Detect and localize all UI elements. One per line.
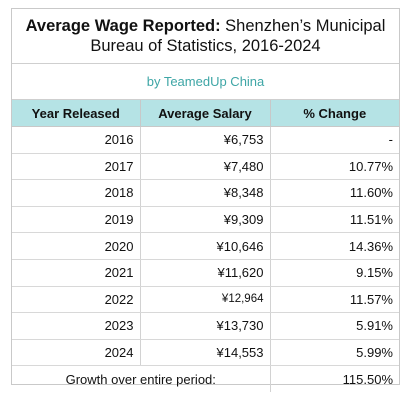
table-row: 2022 ¥12,964 11.57%	[12, 286, 399, 314]
column-header-year: Year Released	[12, 100, 141, 127]
cell-salary: ¥6,753	[140, 126, 271, 154]
cell-year: 2024	[12, 339, 141, 367]
growth-row: Growth over entire period: 115.50%	[12, 365, 399, 392]
table-title: Average Wage Reported: Shenzhen’s Munici…	[12, 9, 399, 64]
title-bold: Average Wage Reported:	[25, 17, 221, 35]
cell-year: 2022	[12, 286, 141, 314]
cell-year: 2016	[12, 126, 141, 154]
cell-change: 11.57%	[270, 286, 399, 314]
cell-year: 2020	[12, 232, 141, 260]
growth-value: 115.50%	[342, 371, 393, 387]
wage-table: Year Released Average Salary % Change 20…	[12, 100, 399, 392]
wage-table-card: Average Wage Reported: Shenzhen’s Munici…	[11, 8, 400, 392]
table-row: 2020 ¥10,646 14.36%	[12, 232, 399, 260]
cell-salary: ¥10,646	[140, 232, 271, 260]
table-row: 2017 ¥7,480 10.77%	[12, 153, 399, 181]
cell-salary: ¥12,964	[140, 286, 271, 314]
cell-change: 11.60%	[270, 179, 399, 207]
table-row: 2018 ¥8,348 11.60%	[12, 179, 399, 207]
cell-year: 2018	[12, 179, 141, 207]
cell-salary: ¥13,730	[140, 312, 271, 340]
cell-salary: ¥9,309	[140, 206, 271, 234]
table-row: 2023 ¥13,730 5.91%	[12, 312, 399, 340]
cell-salary: ¥14,553	[140, 339, 271, 367]
column-header-change: % Change	[270, 100, 399, 127]
cell-year: 2021	[12, 259, 141, 287]
growth-label: Growth over entire period:	[12, 365, 271, 392]
cell-salary: ¥7,480	[140, 153, 271, 181]
column-header-salary: Average Salary	[140, 100, 271, 127]
cell-change: 11.51%	[270, 206, 399, 234]
table-row: 2019 ¥9,309 11.51%	[12, 206, 399, 234]
table-row: 2024 ¥14,553 5.99%	[12, 339, 399, 367]
cell-change: 10.77%	[270, 153, 399, 181]
cell-change: -	[270, 126, 399, 154]
cell-salary: ¥11,620	[140, 259, 271, 287]
byline: by TeamedUp China	[12, 64, 399, 100]
cell-change: 9.15%	[270, 259, 399, 287]
title-rest: Shenzhen’s Municipal	[220, 17, 386, 35]
title-line-1: Average Wage Reported: Shenzhen’s Munici…	[26, 16, 386, 36]
cell-change: 5.99%	[270, 339, 399, 367]
cell-change: 14.36%	[270, 232, 399, 260]
cell-year: 2017	[12, 153, 141, 181]
cell-salary: ¥8,348	[140, 179, 271, 207]
cell-year: 2023	[12, 312, 141, 340]
header-row: Year Released Average Salary % Change	[12, 100, 399, 127]
title-line-2: Bureau of Statistics, 2016-2024	[90, 37, 321, 55]
cell-change: 5.91%	[270, 312, 399, 340]
table-row: 2016 ¥6,753 -	[12, 126, 399, 154]
table-row: 2021 ¥11,620 9.15%	[12, 259, 399, 287]
cell-year: 2019	[12, 206, 141, 234]
